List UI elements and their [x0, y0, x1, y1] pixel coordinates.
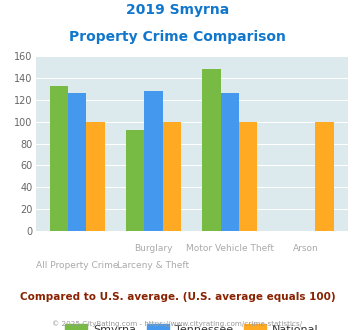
Text: 2019 Smyrna: 2019 Smyrna	[126, 3, 229, 17]
Text: Compared to U.S. average. (U.S. average equals 100): Compared to U.S. average. (U.S. average …	[20, 292, 335, 302]
Legend: Smyrna, Tennessee, National: Smyrna, Tennessee, National	[62, 320, 322, 330]
Bar	[68, 93, 86, 231]
Bar	[86, 122, 105, 231]
Text: All Property Crime: All Property Crime	[36, 261, 119, 270]
Bar	[144, 91, 163, 231]
Bar	[239, 122, 257, 231]
Bar	[315, 122, 334, 231]
Bar	[50, 85, 68, 231]
Bar	[221, 93, 239, 231]
Text: Motor Vehicle Theft: Motor Vehicle Theft	[186, 244, 274, 253]
Text: Property Crime Comparison: Property Crime Comparison	[69, 30, 286, 44]
Bar	[202, 69, 221, 231]
Text: Burglary: Burglary	[134, 244, 173, 253]
Text: Larceny & Theft: Larceny & Theft	[118, 261, 190, 270]
Text: Arson: Arson	[293, 244, 319, 253]
Text: © 2025 CityRating.com - https://www.cityrating.com/crime-statistics/: © 2025 CityRating.com - https://www.city…	[53, 321, 302, 327]
Bar	[163, 122, 181, 231]
Bar	[126, 130, 144, 231]
